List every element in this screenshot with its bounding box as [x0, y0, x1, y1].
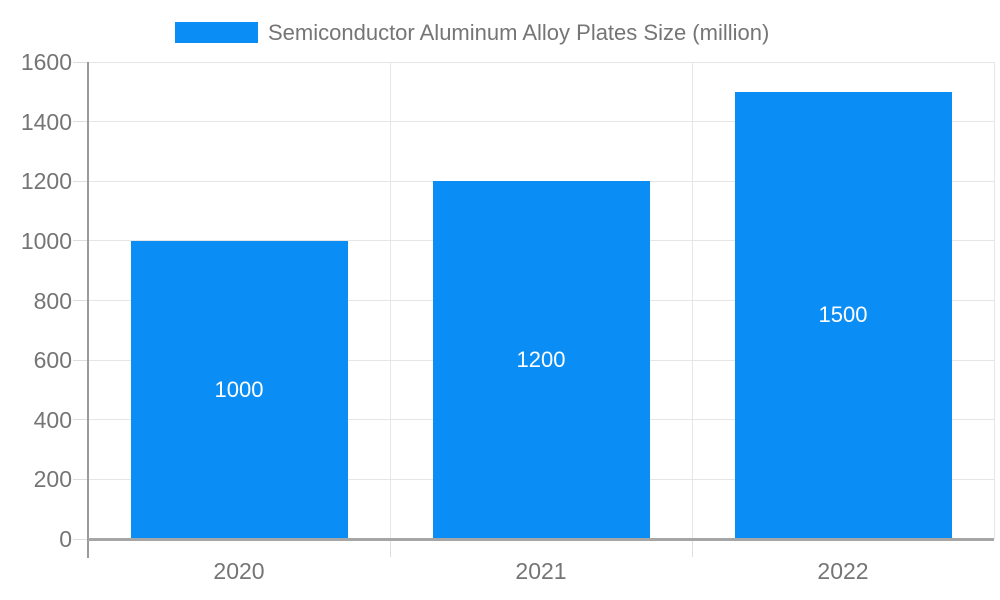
legend-label: Semiconductor Aluminum Alloy Plates Size…	[268, 20, 770, 45]
vertical-gridline	[389, 62, 391, 539]
x-axis-category-label: 2022	[817, 558, 869, 584]
x-axis-tick	[691, 539, 693, 557]
legend-item[interactable]: Semiconductor Aluminum Alloy Plates Size…	[175, 20, 770, 45]
legend-swatch-icon	[175, 22, 258, 43]
y-axis-tick-label: 1400	[20, 108, 72, 135]
vertical-gridline	[691, 62, 693, 539]
bar[interactable]: 1500	[734, 91, 952, 539]
y-axis-tick-label: 1000	[20, 227, 72, 254]
x-axis-category-label: 2021	[515, 558, 567, 584]
x-axis-category-label: 2020	[213, 558, 265, 584]
y-axis-tick	[73, 300, 88, 301]
y-axis-tick	[73, 61, 88, 63]
y-axis-tick-label: 600	[33, 347, 72, 374]
y-axis-tick-label: 200	[33, 466, 72, 493]
y-axis-tick	[73, 478, 88, 480]
y-axis-tick-label: 400	[33, 406, 72, 433]
y-axis-tick	[73, 538, 88, 540]
y-axis-tick	[73, 240, 88, 242]
gridline	[88, 61, 994, 63]
y-axis-tick-label: 0	[59, 526, 72, 552]
y-axis-tick-label: 1200	[20, 168, 72, 195]
y-axis-tick	[73, 359, 88, 361]
bar-value-label: 1500	[818, 302, 868, 328]
x-axis-tick	[389, 539, 391, 557]
y-axis-tick-label: 1600	[20, 49, 72, 75]
x-axis-line	[88, 538, 994, 541]
vertical-gridline	[993, 62, 995, 539]
bar[interactable]: 1200	[432, 181, 650, 539]
bar[interactable]: 1000	[130, 240, 348, 539]
y-axis-line	[87, 62, 89, 558]
y-axis-tick-label: 800	[33, 287, 72, 314]
gridline	[88, 121, 994, 123]
y-axis-tick	[73, 419, 88, 421]
bar-value-label: 1000	[214, 376, 264, 402]
y-axis-tick	[73, 180, 88, 182]
bar-value-label: 1200	[516, 347, 566, 373]
y-axis-tick	[73, 121, 88, 123]
